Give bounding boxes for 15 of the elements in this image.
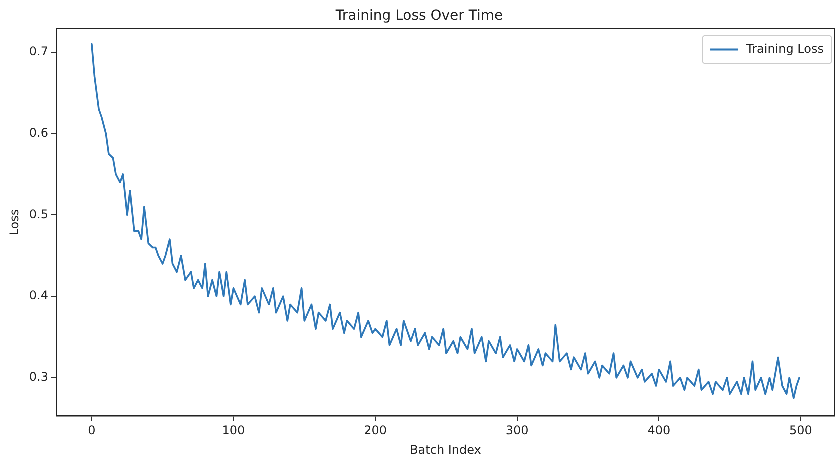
y-axis-title: Loss: [7, 209, 22, 236]
y-tick-label: 0.6: [29, 126, 48, 140]
legend-label: Training Loss: [746, 42, 824, 56]
y-tick-label: 0.4: [29, 288, 48, 303]
chart-title: Training Loss Over Time: [334, 8, 504, 24]
x-tick-label: 0: [88, 424, 96, 438]
x-tick-label: 300: [506, 424, 529, 438]
x-tick-label: 100: [222, 424, 246, 438]
y-tick-label: 0.5: [29, 207, 48, 222]
x-axis-title: Batch Index: [410, 442, 482, 457]
y-tick-label: 0.3: [29, 370, 48, 384]
x-tick-label: 400: [648, 424, 671, 438]
x-tick-label: 200: [364, 424, 387, 438]
x-tick-label: 500: [790, 424, 812, 438]
y-tick-label: 0.7: [29, 44, 48, 59]
